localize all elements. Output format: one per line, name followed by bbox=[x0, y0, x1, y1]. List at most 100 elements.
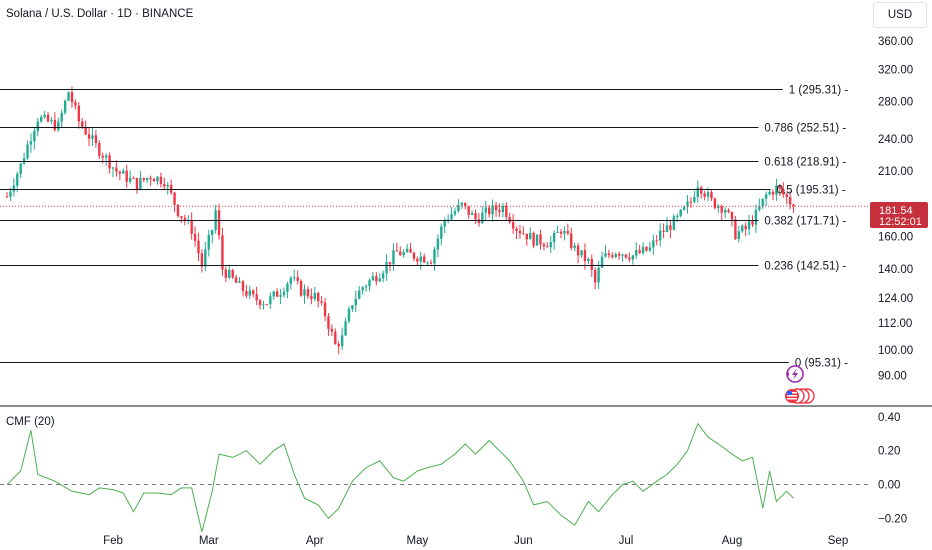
candle-body bbox=[505, 205, 508, 218]
candle-body bbox=[275, 291, 279, 297]
candle-body bbox=[535, 234, 539, 246]
candle-body bbox=[515, 228, 518, 231]
candle-body bbox=[299, 280, 303, 296]
price-tick-label: 160.00 bbox=[878, 232, 913, 244]
candle-body bbox=[778, 185, 782, 189]
candle-body bbox=[193, 233, 197, 241]
candle-body bbox=[552, 232, 556, 243]
candle-body bbox=[46, 114, 50, 122]
candle-body bbox=[125, 170, 128, 182]
candle-body bbox=[600, 256, 604, 268]
price-pane[interactable] bbox=[0, 86, 868, 355]
candle-body bbox=[436, 238, 440, 250]
candle-body bbox=[433, 249, 436, 264]
price-tick-label: 90.00 bbox=[878, 371, 907, 383]
candle-body bbox=[5, 196, 9, 198]
currency-selector[interactable]: USD bbox=[873, 2, 927, 28]
candle-body bbox=[279, 295, 282, 297]
candle-body bbox=[638, 250, 641, 253]
candle-body bbox=[364, 286, 368, 288]
candle-body bbox=[501, 205, 505, 212]
candle-body bbox=[53, 120, 57, 130]
candle-body bbox=[43, 114, 46, 118]
candle-body bbox=[494, 205, 498, 211]
candle-body bbox=[676, 215, 679, 217]
candle-body bbox=[98, 143, 101, 156]
candle-body bbox=[245, 290, 248, 296]
candle-body bbox=[142, 178, 145, 180]
candle-body bbox=[686, 201, 689, 207]
candle-body bbox=[788, 197, 792, 205]
candle-body bbox=[710, 192, 713, 199]
price-badge-price: 181.54 bbox=[879, 205, 913, 217]
fib-level-label: 0 (95.31) - bbox=[795, 358, 848, 370]
candle-body bbox=[238, 281, 241, 283]
candle-body bbox=[22, 158, 26, 164]
candle-body bbox=[761, 198, 764, 207]
cmf-pane[interactable] bbox=[0, 422, 868, 533]
candle-body bbox=[368, 280, 371, 287]
candle-body bbox=[57, 121, 60, 130]
time-tick-label: Feb bbox=[103, 535, 123, 547]
candle-body bbox=[183, 217, 187, 221]
fib-level-label: 0.786 (252.51) - bbox=[764, 123, 846, 135]
candle-body bbox=[190, 219, 193, 234]
candle-body bbox=[717, 206, 720, 208]
candle-body bbox=[163, 184, 166, 187]
candle-body bbox=[306, 289, 310, 297]
candle-body bbox=[16, 173, 19, 186]
candle-body bbox=[81, 121, 84, 127]
candle-body bbox=[313, 292, 316, 300]
candle-body bbox=[146, 177, 149, 180]
candle-body bbox=[286, 283, 289, 292]
us-flag-event-icon[interactable] bbox=[785, 388, 815, 404]
fibonacci-retracement[interactable]: 1 (295.31) - 0.786 (252.51) - 0.618 (218.9… bbox=[0, 85, 848, 370]
candle-body bbox=[402, 252, 405, 256]
time-tick-label: Jun bbox=[514, 535, 533, 547]
candle-body bbox=[118, 171, 122, 174]
cmf-axis[interactable]: 0.40 0.20 0.00 −0.20 bbox=[878, 412, 907, 526]
candle-body bbox=[152, 179, 156, 182]
lightning-event-icon[interactable] bbox=[786, 365, 804, 383]
candle-body bbox=[337, 344, 340, 347]
candle-body bbox=[26, 144, 29, 159]
candle-body bbox=[782, 188, 785, 195]
candle-body bbox=[604, 253, 607, 257]
candle-body bbox=[176, 204, 180, 217]
price-tick-label: 100.00 bbox=[878, 345, 913, 357]
candle-body bbox=[713, 198, 717, 208]
candle-body bbox=[207, 234, 210, 250]
candle-body bbox=[60, 112, 63, 122]
candle-body bbox=[50, 120, 53, 122]
candle-body bbox=[101, 155, 104, 158]
candle-body bbox=[166, 184, 169, 187]
price-axis[interactable]: 360.00 320.00 280.00 240.00 210.00 160.00 140.… bbox=[878, 36, 913, 383]
time-axis[interactable]: Feb Mar Apr May Jun Jul Aug Sep bbox=[103, 535, 848, 547]
candle-body bbox=[792, 204, 795, 207]
candle-body bbox=[91, 135, 94, 139]
cmf-tick-label: −0.20 bbox=[878, 513, 907, 525]
candle-body bbox=[375, 276, 378, 282]
candle-body bbox=[764, 194, 768, 199]
price-tick-label: 140.00 bbox=[878, 264, 913, 276]
candle-body bbox=[344, 321, 347, 336]
candle-body bbox=[635, 250, 638, 256]
candle-body bbox=[204, 249, 207, 267]
candle-body bbox=[330, 328, 334, 332]
time-tick-label: Jul bbox=[619, 535, 634, 547]
candle-body bbox=[358, 290, 361, 299]
candle-body bbox=[470, 213, 474, 215]
indicator-label[interactable]: CMF (20) bbox=[6, 416, 55, 428]
candle-body bbox=[40, 117, 43, 122]
cmf-tick-label: 0.20 bbox=[878, 446, 900, 458]
candle-body bbox=[354, 298, 358, 306]
candle-body bbox=[9, 191, 12, 197]
candle-body bbox=[132, 177, 135, 179]
candle-body bbox=[77, 105, 81, 122]
candle-body bbox=[450, 214, 453, 220]
price-badge: 181.54 12:52:01 bbox=[870, 202, 928, 228]
candle-body bbox=[556, 231, 559, 233]
candle-body bbox=[139, 178, 142, 190]
candle-body bbox=[693, 197, 696, 203]
cmf-tick-label: 0.40 bbox=[878, 412, 900, 424]
